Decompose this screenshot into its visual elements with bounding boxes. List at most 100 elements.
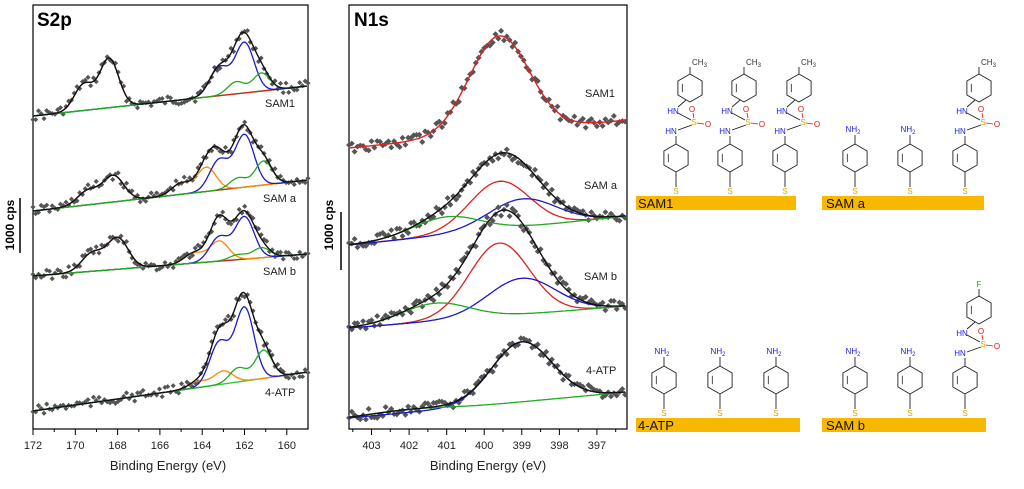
data-point <box>433 286 440 293</box>
fit-component-n_blue <box>348 341 626 419</box>
data-point <box>599 299 606 306</box>
data-point <box>277 249 284 255</box>
data-point <box>506 213 513 220</box>
data-point <box>495 155 502 162</box>
data-point <box>170 383 176 389</box>
bond <box>677 124 693 131</box>
data-point <box>30 204 36 210</box>
data-point <box>126 95 132 102</box>
data-point <box>388 144 395 151</box>
bond <box>786 112 801 121</box>
data-point <box>405 403 412 410</box>
s2p-tick-label: 172 <box>24 440 42 452</box>
data-point <box>543 348 550 355</box>
nh-group: HN <box>719 127 731 136</box>
amine-group: NH2 <box>711 347 727 358</box>
data-point <box>302 180 308 186</box>
fit-envelope <box>32 291 308 412</box>
data-point <box>181 174 187 180</box>
data-point <box>302 367 308 373</box>
n1s-x-axis: 403 402 401 400 399 398 397 <box>352 429 617 452</box>
methyl-group: CH3 <box>801 58 817 69</box>
scheme-label-sam1: SAM1 <box>638 196 673 211</box>
bond <box>966 346 982 353</box>
substrate-sama <box>822 196 984 210</box>
bond <box>677 99 687 108</box>
double-bond <box>981 334 984 341</box>
data-point <box>351 148 358 155</box>
data-point <box>453 196 460 203</box>
s2p-title: S2p <box>37 10 72 31</box>
benzene-ring <box>897 365 923 395</box>
nh-group: HN <box>665 127 677 136</box>
nh-group: HN <box>774 127 786 136</box>
data-point <box>222 144 229 150</box>
data-point <box>498 212 505 219</box>
data-point <box>159 394 165 400</box>
data-point <box>264 238 270 244</box>
data-point <box>610 297 617 304</box>
data-point <box>140 387 146 393</box>
data-point <box>610 112 617 119</box>
sulfur-atom: S <box>717 409 722 418</box>
s2p-frame <box>32 4 309 430</box>
s2p-tick-label: 166 <box>151 440 169 452</box>
data-point <box>173 178 179 184</box>
bond <box>677 112 692 121</box>
sulfonyl-sulfur: S <box>691 118 696 127</box>
data-point <box>277 80 284 86</box>
nh-group: HN <box>954 127 966 136</box>
data-point <box>184 379 190 385</box>
s2p-spectrum <box>30 203 311 282</box>
data-point <box>110 176 116 183</box>
data-point <box>46 208 53 215</box>
fit-envelope <box>32 209 307 277</box>
data-point <box>96 250 102 256</box>
double-bond <box>985 122 994 125</box>
data-point <box>489 368 496 375</box>
data-point <box>242 119 248 125</box>
s2p-tick-label: 160 <box>278 440 296 452</box>
aminothiophenol-molecule: S NH2 <box>651 347 677 418</box>
data-point <box>291 375 297 381</box>
data-point <box>475 165 482 172</box>
data-point <box>192 98 198 105</box>
data-point <box>283 80 289 86</box>
n1s-panel: N1s 1000 cps 403 402 401 400 399 398 397 Bindi… <box>322 4 629 473</box>
data-point <box>187 175 193 181</box>
data-point <box>622 391 629 398</box>
data-point <box>534 341 541 348</box>
sulfur-atom: S <box>907 409 912 418</box>
data-point <box>365 147 372 154</box>
amine-group: NH2 <box>846 125 862 136</box>
data-point <box>123 180 130 186</box>
amine-group: NH2 <box>901 347 917 358</box>
data-point <box>88 83 94 89</box>
data-point <box>560 376 567 383</box>
benzene-ring <box>952 365 978 395</box>
nh-group: HN <box>956 107 968 116</box>
sulfur-atom: S <box>773 409 778 418</box>
double-bond <box>692 112 695 119</box>
bond <box>966 334 981 343</box>
n1s-tick-label: 400 <box>475 440 493 452</box>
s2p-spectrum <box>30 119 311 217</box>
s2p-spectrum <box>30 291 311 416</box>
fit-envelope <box>348 152 626 246</box>
n1s-tick-label: 403 <box>362 440 380 452</box>
bond <box>966 112 981 121</box>
data-point <box>88 246 94 252</box>
double-bond <box>981 112 984 119</box>
data-point <box>280 90 286 96</box>
n1s-tick-label: 401 <box>438 440 456 452</box>
data-point <box>228 221 234 227</box>
n1s-ylabel: 1000 cps <box>322 199 336 250</box>
data-point <box>162 259 168 266</box>
sulfur-atom: S <box>962 187 967 196</box>
fit-component-n_blue <box>348 198 626 246</box>
amine-group: NH2 <box>655 347 671 358</box>
benzene-ring <box>717 143 743 173</box>
